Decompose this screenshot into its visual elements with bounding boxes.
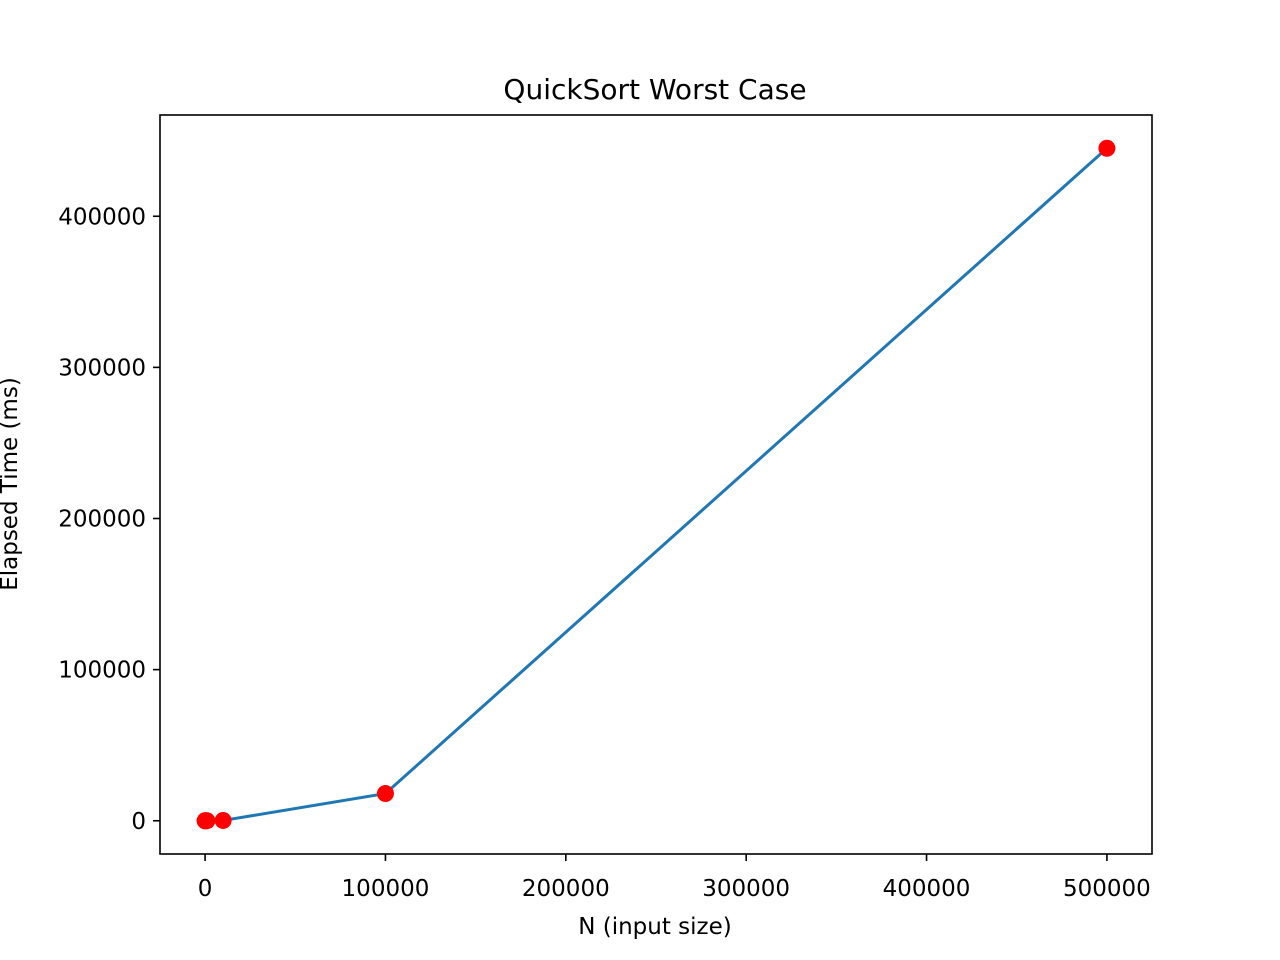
x-axis: 0 100000 200000 300000 400000 500000 bbox=[198, 854, 1151, 902]
data-point bbox=[376, 785, 394, 803]
y-tick-label: 400000 bbox=[58, 204, 146, 230]
y-axis: 0 100000 200000 300000 400000 bbox=[58, 204, 160, 835]
x-tick-label: 200000 bbox=[522, 876, 610, 902]
x-tick-label: 300000 bbox=[702, 876, 790, 902]
x-tick-label: 100000 bbox=[342, 876, 430, 902]
y-tick-label: 300000 bbox=[58, 355, 146, 381]
data-point bbox=[214, 811, 232, 829]
y-tick-label: 0 bbox=[131, 809, 146, 835]
y-tick-label: 200000 bbox=[58, 507, 146, 533]
x-axis-label: N (input size) bbox=[578, 914, 732, 940]
data-point bbox=[198, 812, 216, 830]
y-tick-label: 100000 bbox=[58, 658, 146, 684]
axes-frame bbox=[159, 114, 1153, 855]
chart-title: QuickSort Worst Case bbox=[503, 73, 806, 106]
x-tick-label: 500000 bbox=[1063, 876, 1151, 902]
data-point bbox=[1098, 139, 1116, 157]
y-axis-label: Elapsed Time (ms) bbox=[0, 377, 23, 591]
plot-area bbox=[196, 139, 1116, 830]
x-tick-label: 0 bbox=[198, 876, 213, 902]
x-tick-label: 400000 bbox=[883, 876, 971, 902]
